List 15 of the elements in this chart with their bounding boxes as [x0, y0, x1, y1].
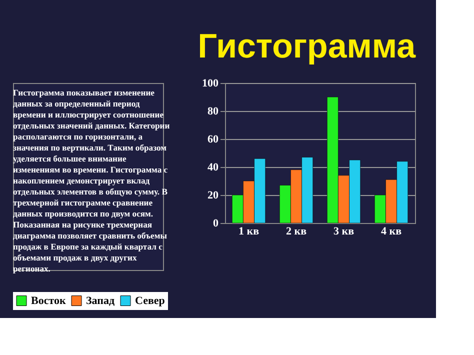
x-tick-label: 3 кв	[333, 226, 354, 238]
x-tick-label: 1 кв	[238, 226, 260, 238]
legend-label: Запад	[86, 294, 115, 307]
y-tick-label: 0	[213, 218, 219, 230]
y-tick-label: 80	[208, 106, 219, 118]
text: Гистограмма показывает изменение данных за определенный период времени и иллюстрирует соотношение отдельных значений данных. Категории располагаются по горизонтали, а значения по вертикали. Таким образом уделяется большее внимание изменениям во времени. Гистограмма с накоплением демонстрирует вклад отдельных элементов в общую сумму. В трехмерной гистограмме сравнение данных производится по двум осям. Показанная на рисунке трехмерная диаграмма позволяет сравнить объемы продаж в Европе за каждый квартал с объемами продаж в двух других регионах.	[13, 88, 170, 274]
y-tick-label: 100	[202, 78, 219, 90]
chart-title: Гистограмма	[198, 28, 417, 66]
legend-label: Восток	[31, 294, 66, 307]
y-tick-label: 40	[208, 162, 219, 174]
y-tick-label: 60	[208, 134, 219, 146]
x-tick-label: 2 кв	[286, 226, 307, 238]
x-tick-label: 4 кв	[380, 226, 402, 238]
y-tick-label: 20	[208, 190, 219, 202]
legend-label: Север	[135, 294, 165, 307]
